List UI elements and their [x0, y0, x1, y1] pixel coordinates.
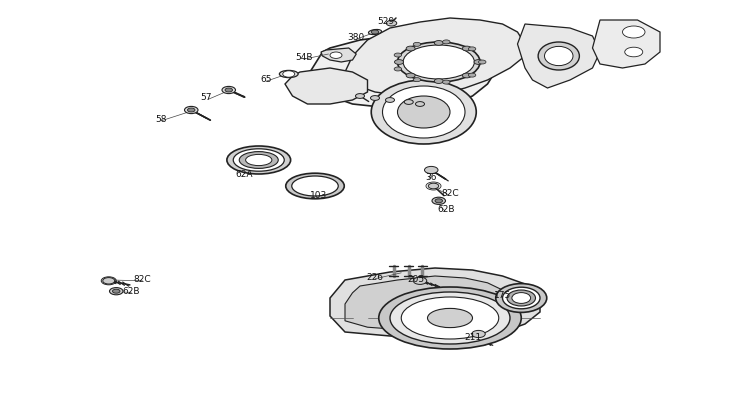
Ellipse shape — [226, 146, 291, 174]
Circle shape — [413, 78, 421, 82]
Text: 62B: 62B — [437, 206, 455, 214]
Circle shape — [413, 277, 427, 284]
Text: 36: 36 — [425, 174, 437, 182]
Ellipse shape — [382, 86, 465, 138]
Circle shape — [386, 98, 394, 102]
Circle shape — [222, 86, 236, 94]
Ellipse shape — [292, 176, 338, 196]
Circle shape — [462, 73, 471, 78]
Ellipse shape — [401, 297, 499, 339]
Text: 62A: 62A — [235, 170, 253, 178]
Circle shape — [472, 330, 485, 338]
Ellipse shape — [368, 30, 382, 34]
Text: 205: 205 — [408, 276, 424, 284]
Circle shape — [406, 73, 416, 78]
Text: 226: 226 — [367, 274, 383, 282]
Ellipse shape — [496, 284, 547, 312]
Circle shape — [434, 40, 443, 45]
Ellipse shape — [404, 45, 474, 79]
Ellipse shape — [239, 152, 278, 168]
Circle shape — [424, 166, 438, 174]
Text: 82C: 82C — [441, 190, 459, 198]
Text: 103: 103 — [310, 192, 327, 200]
Circle shape — [112, 289, 120, 293]
Circle shape — [370, 96, 380, 100]
Ellipse shape — [246, 154, 272, 166]
Circle shape — [428, 183, 439, 189]
Text: 62B: 62B — [122, 288, 140, 296]
Polygon shape — [321, 48, 356, 62]
Polygon shape — [345, 276, 510, 332]
Ellipse shape — [507, 290, 536, 306]
Text: 211: 211 — [464, 334, 481, 342]
Circle shape — [432, 197, 445, 204]
Circle shape — [468, 73, 476, 77]
Polygon shape — [308, 36, 495, 108]
Circle shape — [371, 30, 379, 34]
Ellipse shape — [512, 293, 531, 303]
Text: 529: 529 — [378, 18, 394, 26]
Circle shape — [442, 40, 450, 44]
Circle shape — [434, 79, 443, 84]
Ellipse shape — [279, 70, 298, 78]
Text: 57: 57 — [200, 94, 212, 102]
Circle shape — [184, 106, 198, 114]
Circle shape — [394, 67, 401, 71]
Ellipse shape — [503, 287, 540, 309]
Text: 58: 58 — [155, 116, 167, 124]
Circle shape — [103, 278, 115, 284]
Circle shape — [225, 88, 232, 92]
Circle shape — [386, 20, 397, 26]
Polygon shape — [592, 20, 660, 68]
Circle shape — [478, 60, 486, 64]
Ellipse shape — [538, 42, 579, 70]
Polygon shape — [345, 18, 525, 96]
Circle shape — [416, 102, 424, 106]
Text: 82C: 82C — [134, 276, 152, 284]
Circle shape — [394, 60, 404, 64]
Ellipse shape — [286, 173, 344, 199]
Ellipse shape — [390, 292, 510, 344]
Circle shape — [442, 80, 450, 84]
Ellipse shape — [371, 80, 476, 144]
Circle shape — [188, 108, 195, 112]
Circle shape — [435, 199, 442, 203]
Text: 380: 380 — [347, 34, 364, 42]
Circle shape — [110, 288, 123, 295]
Polygon shape — [518, 24, 600, 88]
Circle shape — [413, 42, 421, 46]
Polygon shape — [330, 268, 540, 338]
Ellipse shape — [398, 96, 450, 128]
Circle shape — [406, 46, 416, 51]
Circle shape — [283, 71, 295, 77]
Polygon shape — [285, 68, 368, 104]
Ellipse shape — [398, 42, 480, 82]
Text: 65: 65 — [260, 76, 272, 84]
Circle shape — [622, 26, 645, 38]
Text: 54B: 54B — [295, 54, 313, 62]
Circle shape — [462, 46, 471, 51]
Circle shape — [468, 47, 476, 51]
Ellipse shape — [379, 287, 521, 349]
Ellipse shape — [544, 46, 573, 66]
Circle shape — [330, 52, 342, 58]
Ellipse shape — [427, 308, 472, 328]
Circle shape — [404, 100, 413, 104]
Ellipse shape — [233, 149, 284, 171]
Circle shape — [625, 47, 643, 57]
Circle shape — [356, 94, 364, 98]
Text: 175: 175 — [494, 292, 512, 300]
Circle shape — [394, 53, 401, 57]
Circle shape — [474, 60, 483, 64]
